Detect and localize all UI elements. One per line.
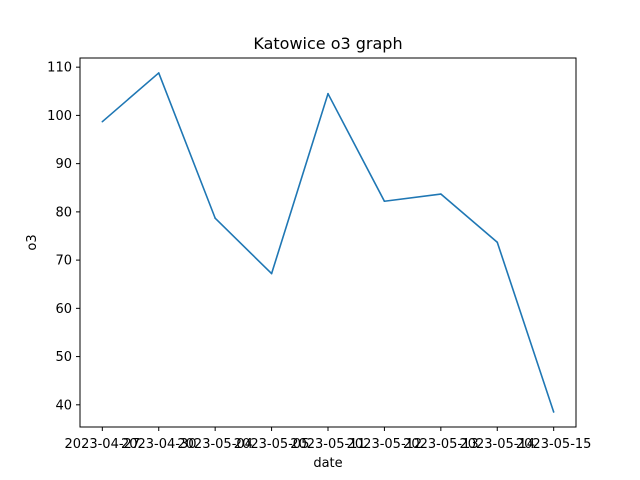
y-tick-label: 50 <box>55 350 72 365</box>
x-tick-label: 2023-05-04 <box>177 437 253 452</box>
x-tick-label: 2023-05-11 <box>290 437 366 452</box>
data-point <box>552 411 555 413</box>
y-tick-label: 100 <box>47 109 72 124</box>
data-point <box>327 92 329 95</box>
plot-area <box>101 72 555 413</box>
y-axis-label: o3 <box>25 234 40 250</box>
x-tick-label: 2023-04-30 <box>121 437 197 452</box>
chart-title: Katowice o3 graph <box>253 34 402 53</box>
y-tick-label: 70 <box>55 254 72 269</box>
data-point <box>383 200 386 203</box>
data-point <box>270 272 273 275</box>
data-point <box>440 193 442 195</box>
x-tick-label: 2023-05-15 <box>516 437 592 452</box>
x-axis-label: date <box>313 456 342 471</box>
data-point <box>496 241 499 244</box>
x-tick-label: 2023-05-13 <box>403 437 479 452</box>
data-point <box>157 72 160 74</box>
data-point <box>214 217 216 219</box>
y-tick-label: 60 <box>55 302 72 317</box>
y-tick-label: 90 <box>55 157 72 172</box>
x-tick-label: 2023-05-14 <box>459 437 535 452</box>
data-point <box>101 120 104 123</box>
y-tick-label: 40 <box>55 398 72 413</box>
x-tick-label: 2023-05-05 <box>234 437 310 452</box>
y-tick-label: 110 <box>47 61 72 76</box>
x-tick-label: 2023-05-12 <box>347 437 423 452</box>
y-tick-label: 80 <box>55 205 72 220</box>
x-tick-label: 2023-04-27 <box>65 437 141 452</box>
